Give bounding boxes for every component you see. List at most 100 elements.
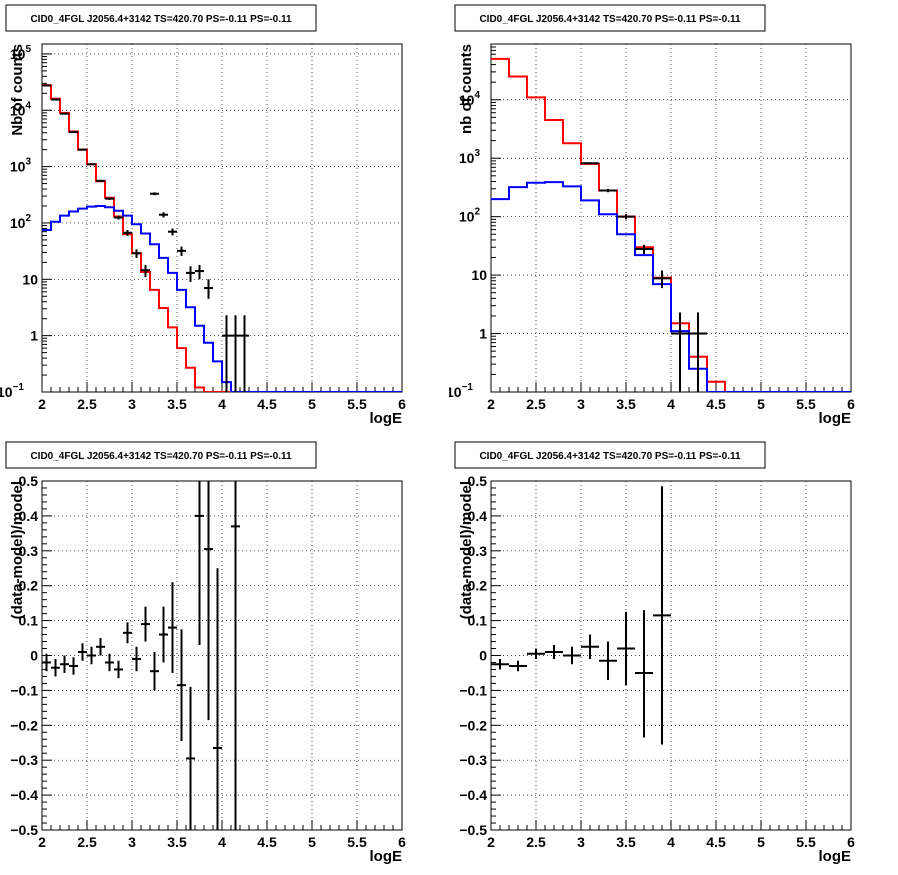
y-tick-label: −0.4 [10, 787, 38, 803]
data-point [69, 131, 78, 134]
series-line-source-model [42, 204, 402, 392]
y-tick-label: 10−1 [449, 382, 473, 400]
x-tick-label: 2 [38, 396, 46, 412]
x-tick-label: 5.5 [796, 396, 816, 412]
x-tick-label: 2.5 [77, 396, 97, 412]
y-tick-label: 105 [10, 44, 32, 62]
y-tick-label: 0 [30, 648, 38, 664]
x-tick-label: 3 [128, 834, 136, 850]
residual-point [78, 643, 87, 661]
x-axis-title: logE [370, 848, 403, 865]
data-point [168, 228, 177, 236]
y-tick-label: 10 [471, 267, 487, 283]
residual-point [150, 652, 159, 691]
residual-point [132, 646, 141, 672]
y-tick-label: 0.1 [468, 613, 488, 629]
chart-title-box: CID0_4FGL J2056.4+3142 TS=420.70 PS=-0.1… [5, 4, 317, 32]
x-tick-label: 5 [757, 396, 765, 412]
data-point [141, 264, 150, 277]
y-tick-label: 0.2 [19, 578, 39, 594]
chart-residuals-fine: CID0_4FGL J2056.4+3142 TS=420.70 PS=-0.1… [5, 441, 406, 865]
panel-counts-coarse: CID0_4FGL J2056.4+3142 TS=420.70 PS=-0.1… [449, 0, 898, 437]
residual-point [491, 658, 509, 670]
y-tick-label: 0.5 [468, 473, 488, 489]
data-point [635, 244, 653, 254]
x-tick-label: 5 [757, 834, 765, 850]
data-point [105, 197, 114, 201]
y-axis-title: nb of counts [458, 44, 475, 134]
residual-point [653, 486, 671, 745]
data-point [114, 215, 123, 220]
data-point [671, 312, 689, 392]
x-tick-label: 2.5 [77, 834, 97, 850]
grid [491, 44, 851, 392]
x-tick-label: 3.5 [167, 834, 187, 850]
x-axis-title: logE [819, 848, 852, 865]
residual-point [195, 481, 204, 646]
data-point [123, 230, 132, 236]
y-axis-title: Nb of counts [9, 44, 26, 136]
data-point [186, 266, 195, 282]
residual-point [204, 481, 213, 721]
grid [491, 481, 851, 830]
data-layer [42, 481, 240, 830]
x-tick-label: 3 [577, 834, 585, 850]
x-tick-label: 6 [398, 396, 406, 412]
chart-title: CID0_4FGL J2056.4+3142 TS=420.70 PS=-0.1… [479, 451, 741, 462]
data-point [689, 312, 707, 392]
x-axis-title: logE [370, 410, 403, 427]
x-tick-label: 2.5 [526, 396, 546, 412]
residual-point [42, 653, 51, 672]
x-tick-label: 3.5 [616, 834, 636, 850]
title-frame [454, 441, 766, 469]
data-point [195, 264, 204, 280]
residual-point [231, 481, 240, 830]
y-axis: −0.5 −0.4 −0.3 −0.2 −0.1 0 0.1 0.2 0.3 0.4 0.5(dat… [9, 473, 52, 838]
series-line-total-model [42, 84, 402, 392]
residual-point [213, 568, 222, 830]
data-point [177, 246, 186, 256]
x-tick-label: 3 [128, 396, 136, 412]
y-tick-label: −0.3 [459, 752, 487, 768]
y-tick-label: 0.5 [19, 473, 39, 489]
y-tick-label: 102 [10, 213, 32, 231]
residual-point [96, 638, 105, 656]
panel-residuals-fine: CID0_4FGL J2056.4+3142 TS=420.70 PS=-0.1… [0, 437, 449, 875]
residual-point [527, 648, 545, 659]
x-tick-label: 4.5 [706, 834, 726, 850]
chart-title: CID0_4FGL J2056.4+3142 TS=420.70 PS=-0.1… [30, 14, 292, 25]
title-frame [454, 4, 766, 32]
data-point [159, 212, 168, 218]
y-tick-label: 0 [479, 648, 487, 664]
residual-point [563, 646, 581, 665]
residual-point [60, 655, 69, 673]
data-point [132, 249, 141, 258]
residual-point [617, 611, 635, 686]
y-tick-label: 102 [459, 207, 481, 225]
x-tick-label: 2 [487, 834, 495, 850]
x-tick-label: 4 [667, 396, 675, 412]
residual-point [87, 646, 96, 665]
x-tick-label: 4.5 [706, 396, 726, 412]
chart-title-box: CID0_4FGL J2056.4+3142 TS=420.70 PS=-0.1… [5, 441, 317, 469]
x-tick-label: 4.5 [257, 396, 277, 412]
data-point [204, 279, 213, 299]
data-point [96, 179, 105, 182]
data-point [78, 148, 87, 151]
residual-point [177, 629, 186, 742]
y-tick-label: −0.4 [459, 787, 487, 803]
y-tick-label: 0.1 [19, 613, 39, 629]
y-tick-label: 0.3 [19, 543, 39, 559]
chart-counts-fine: CID0_4FGL J2056.4+3142 TS=420.70 PS=-0.1… [0, 4, 406, 427]
title-frame [5, 4, 317, 32]
x-tick-label: 6 [847, 834, 855, 850]
x-tick-label: 4 [218, 396, 226, 412]
y-tick-label: −0.5 [459, 822, 487, 838]
y-tick-label: 0.2 [468, 578, 488, 594]
residual-point [114, 660, 123, 679]
x-tick-label: 3.5 [167, 396, 187, 412]
data-point [222, 315, 231, 392]
